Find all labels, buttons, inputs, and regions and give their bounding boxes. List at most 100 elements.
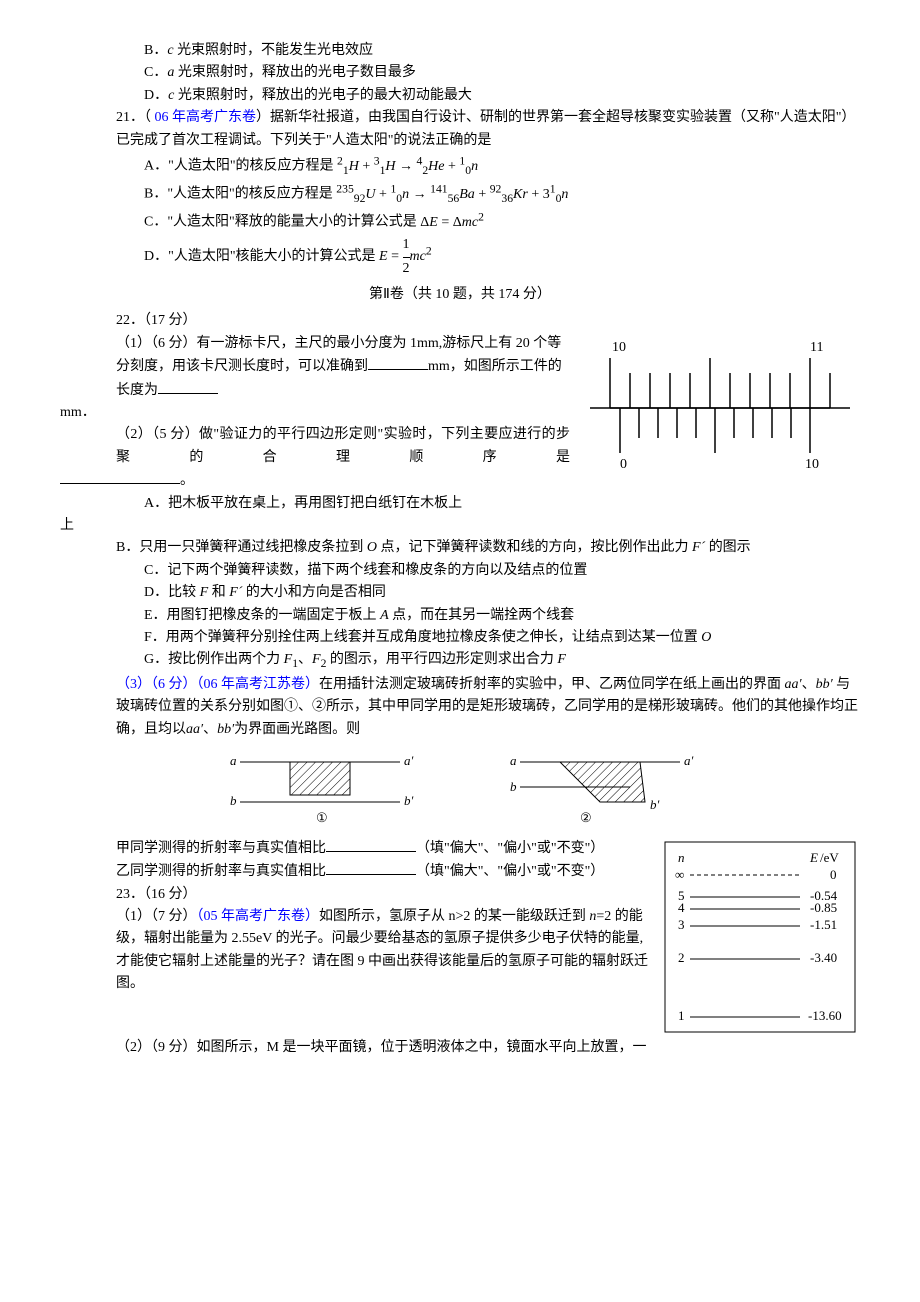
q20-c-pre: C． [144,65,167,80]
q22-2-E-pre: E．用图钉把橡皮条的一端固定于板上 [144,608,380,623]
q22-2-B-O: O [367,540,377,555]
q21-b: B．"人造太阳"的核反应方程是 [144,187,336,202]
q22-3-t3: 为界面画光路图。则 [234,722,360,737]
q23-1-t: 如图所示，氢原子从 n>2 的某一能级跃迁到 [319,909,589,924]
blank-2[interactable] [158,379,218,394]
svg-text:-3.40: -3.40 [810,950,837,965]
q20-d-pre: D． [144,88,168,103]
main-left-label: 10 [612,340,626,355]
svg-text:b′: b′ [404,793,414,808]
q21-a-eq: 21H + 31H → 42He + 10n [337,159,478,174]
q22-2-F-O: O [701,630,711,645]
svg-text:-1.51: -1.51 [810,917,837,932]
bb: bb′ [816,677,833,692]
q22-3-src: （06 年高考江苏卷） [197,677,320,692]
q22-2-G-F: F [557,652,566,667]
q22-2-G-F1: F [284,652,293,667]
q22-2-G-pre: G．按比例作出两个力 [144,652,284,667]
q23-head: 23．（16 分） [116,884,650,906]
q21-source: 06 年高考广东卷 [151,110,256,125]
q22-2-B-pre: B．只用一只弹簧秤通过线把橡皮条拉到 [116,540,367,555]
q22-2-G-post: 的图示，用平行四边形定则求出合力 [326,652,557,667]
svg-text:1: 1 [678,1008,685,1023]
svg-text:①: ① [316,810,328,825]
q21-d: D．"人造太阳"核能大小的计算公式是 [144,249,379,264]
q21-b-eq: 23592U + 10n → 14156Ba + 9236Kr + 310n [336,187,568,202]
yi-hint: （填"偏大"、"偏小"或"不变"） [416,864,604,879]
q22-2-B-F: F´ [692,540,705,555]
vernier-figure: 10 11 0 10 [580,333,860,493]
svg-text:a′: a′ [684,753,694,768]
blank-yi[interactable] [326,860,416,875]
aa: aa′ [785,677,802,692]
q22-3-t1: 在用插针法测定玻璃砖折射率的实验中，甲、乙两位同学在纸上画出的界面 [319,677,785,692]
q22-2-D-and: 和 [208,585,229,600]
q22-2-B-end: 的图示 [705,540,751,555]
svg-text:2: 2 [678,950,685,965]
q22-head: 22．（17 分） [116,310,860,332]
q22-2-E-A: A [380,608,389,623]
vern-right-label: 10 [805,457,819,472]
main-right-label: 11 [810,340,823,355]
svg-text:-0.85: -0.85 [810,900,837,915]
glass-fig-1: a a′ b b′ ① [220,747,420,827]
q22-2-A-cont: 上 [60,515,860,537]
q20-c-rest: 光束照射时，释放出的光电子数目最多 [174,65,416,80]
svg-text:b: b [230,793,237,808]
svg-text:/eV: /eV [820,850,839,865]
yi-pre: 乙同学测得的折射率与真实值相比 [116,864,326,879]
q22-2-A: A．把木板平放在桌上，再用图钉把白纸钉在木板上 [144,493,570,515]
q20-b-pre: B． [144,43,167,58]
svg-text:b: b [510,779,517,794]
q22-2-D-post: 的大小和方向是否相同 [242,585,386,600]
q23-2: （2）（9 分）如图所示，M 是一块平面镜，位于透明液体之中，镜面水平向上放置，… [116,1037,860,1059]
q22-2-E-post: 点，而在其另一端拴两个线套 [389,608,575,623]
q22-2-G-sep: 、 [298,652,312,667]
jia-hint: （填"偏大"、"偏小"或"不变"） [416,841,604,856]
vern-left-label: 0 [620,457,627,472]
svg-text:②: ② [580,810,592,825]
q22-1-c: mm． [60,402,570,424]
sep1: 、 [802,677,816,692]
q22-3-pre: （3）（6 分） [116,677,197,692]
aa2: aa′ [186,722,203,737]
q21-c: C．"人造太阳"释放的能量大小的计算公式是 [144,215,420,230]
q23-1-pre: （1）（7 分） [116,909,197,924]
q22-2-B-post: 点，记下弹簧秤读数和线的方向，按比例作出此力 [377,540,692,555]
energy-level-figure: n E/eV ∞ 0 5-0.54 4-0.85 3-1.51 2-3.40 1… [660,837,860,1037]
svg-text:n: n [678,850,685,865]
svg-text:0: 0 [830,867,837,882]
blank-1[interactable] [368,355,428,370]
q22-2-D-F: F [200,585,209,600]
glass-fig-2: a a′ b b′ ② [500,747,700,827]
svg-text:3: 3 [678,917,685,932]
q22-2-C: C．记下两个弹簧秤读数，描下两个线套和橡皮条的方向以及结点的位置 [144,560,860,582]
q20-b-rest: 光束照射时，不能发生光电效应 [174,43,374,58]
bb2: bb′ [217,722,234,737]
q22-2-D-F2: F´ [229,585,242,600]
sep2: 、 [203,722,217,737]
svg-text:a: a [510,753,517,768]
svg-text:-13.60: -13.60 [808,1008,842,1023]
svg-text:a: a [230,753,237,768]
q20-d-rest: 光束照射时，释放出的光电子的最大初动能最大 [174,88,472,103]
q22-2-b: 。 [180,473,194,488]
blank-jia[interactable] [326,837,416,852]
q21-pre: 21．（ [116,110,151,125]
svg-text:∞: ∞ [675,867,684,882]
blank-order[interactable] [60,469,180,484]
q22-2-F-pre: F．用两个弹簧秤分别拴住两上线套并互成角度地拉橡皮条使之伸长，让结点到达某一位置 [144,630,701,645]
svg-text:a′: a′ [404,753,414,768]
section2-title: 第Ⅱ卷（共 10 题，共 174 分） [60,284,860,306]
q21-a: A．"人造太阳"的核反应方程是 [144,159,337,174]
svg-text:4: 4 [678,900,685,915]
svg-text:E: E [809,850,818,865]
q23-1-src: （05 年高考广东卷） [197,909,320,924]
jia-pre: 甲同学测得的折射率与真实值相比 [116,841,326,856]
q21-c-eq: ΔE = Δmc2 [420,215,484,230]
q21-d-eq: E = 12mc2 [379,249,432,264]
q22-2-D-pre: D．比较 [144,585,200,600]
svg-text:b′: b′ [650,797,660,812]
q22-2-G-F2: F [312,652,321,667]
q22-2-a: （2）（5 分）做"验证力的平行四边形定则"实验时，下列主要应进行的步聚的合理顺… [116,427,570,464]
